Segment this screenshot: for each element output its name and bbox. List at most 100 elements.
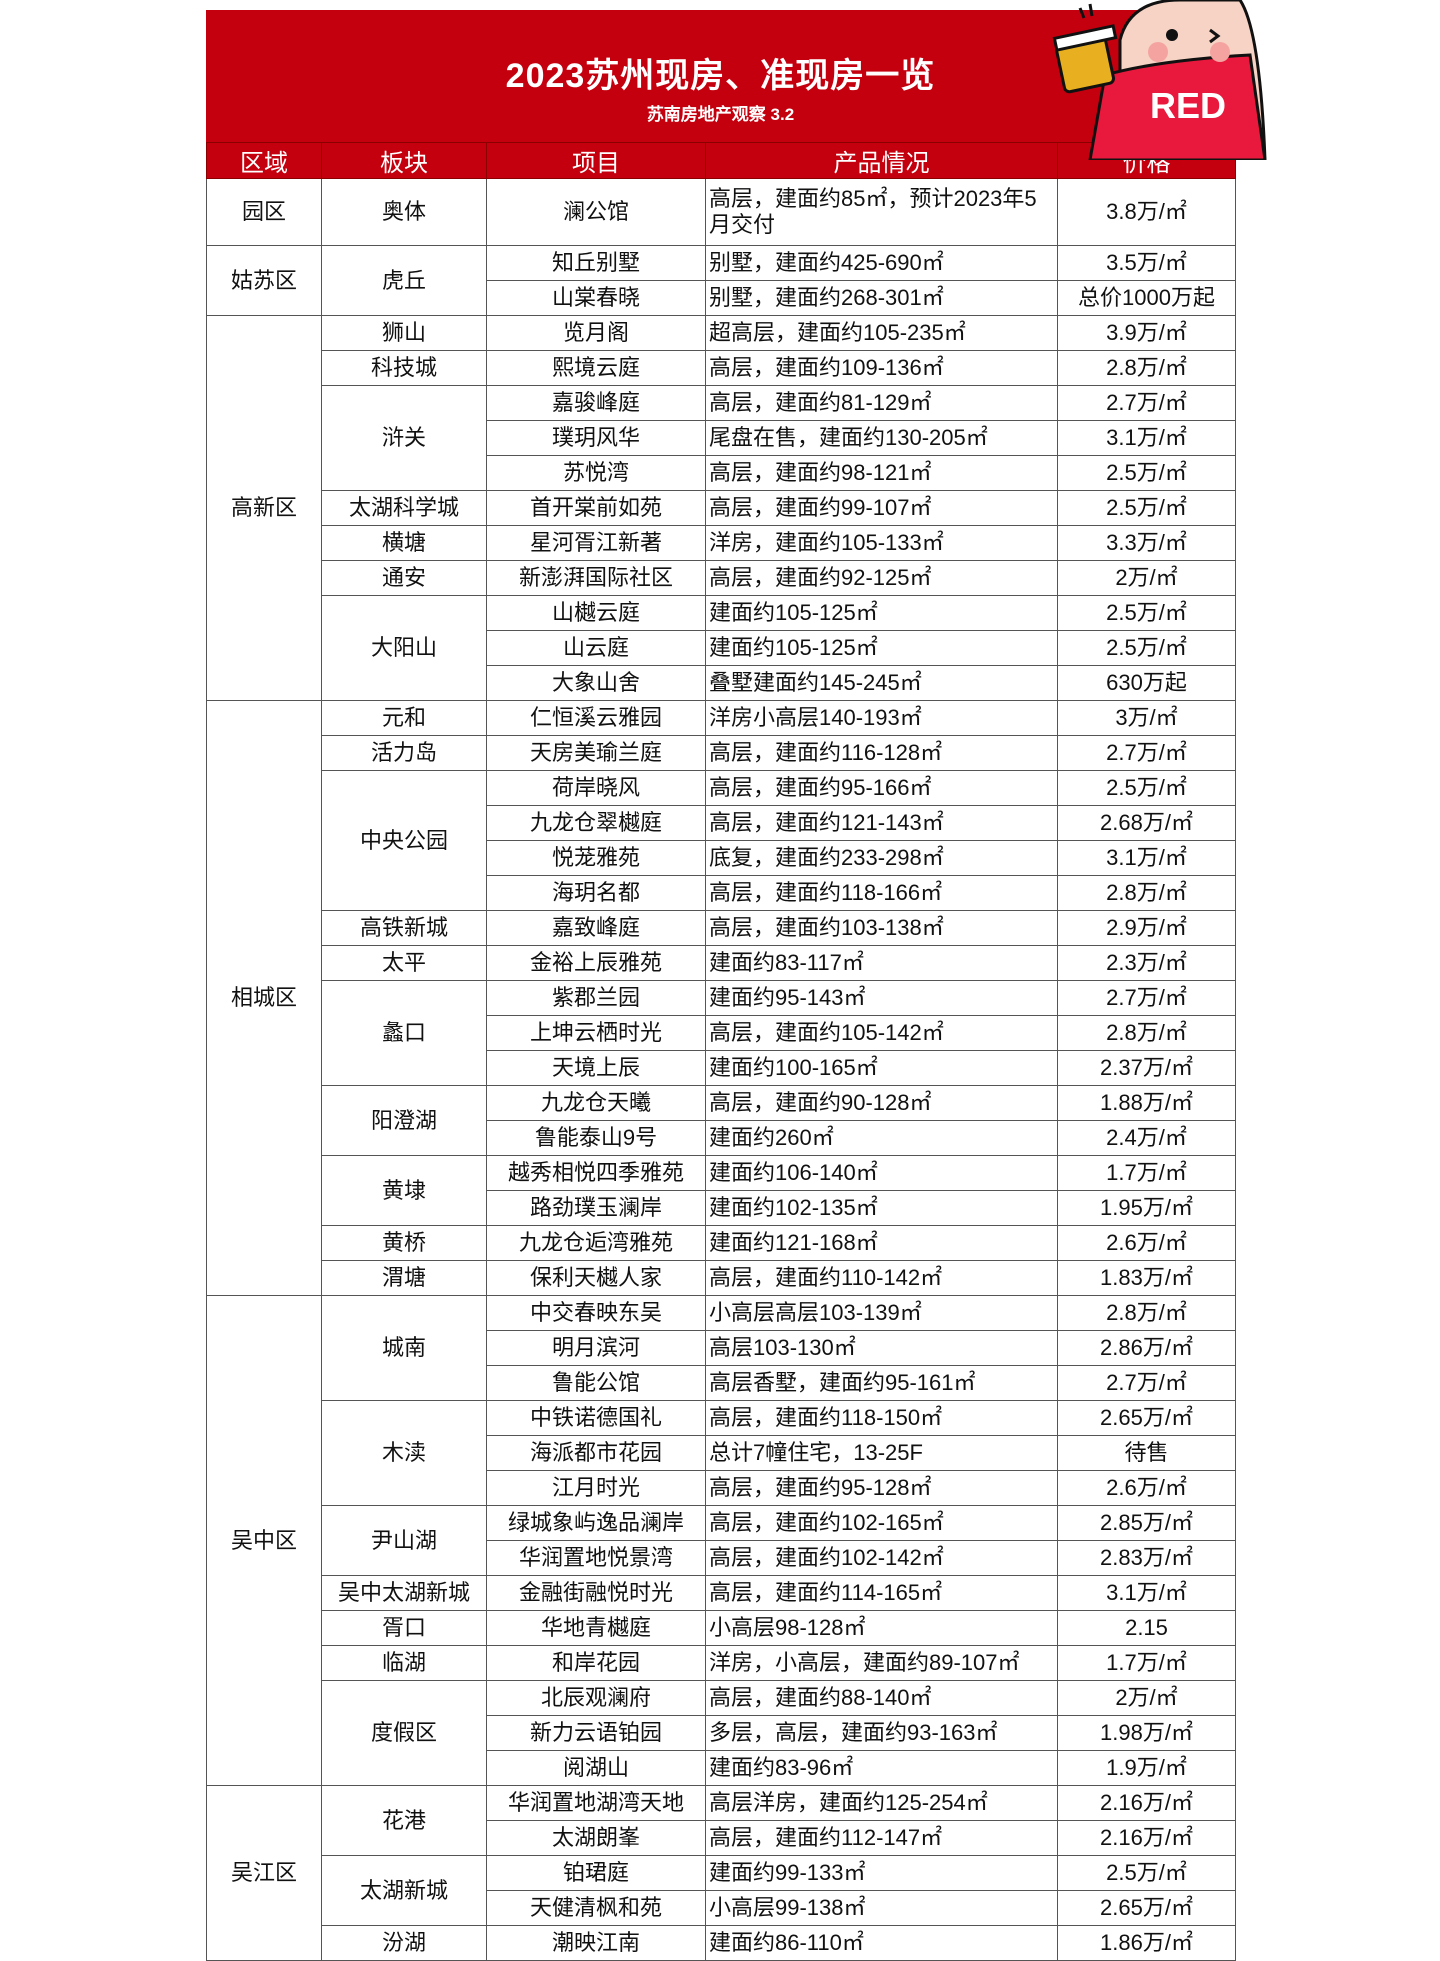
housing-table: 区域 板块 项目 产品情况 价格 园区 奥体 澜公馆 高层，建面约85㎡，预计2023年5月交… <box>206 142 1236 1961</box>
price-cell: 1.9万/㎡ <box>1057 1750 1236 1786</box>
product-cell: 洋房，建面约105-133㎡ <box>705 525 1058 561</box>
price-cell: 2.5万/㎡ <box>1057 630 1236 666</box>
product-cell: 高层，建面约103-138㎡ <box>705 910 1058 946</box>
price-cell: 1.88万/㎡ <box>1057 1085 1236 1121</box>
product-cell: 高层，建面约102-142㎡ <box>705 1540 1058 1576</box>
table-header-row: 区域 板块 项目 产品情况 价格 <box>206 142 1236 179</box>
product-cell: 高层，建面约112-147㎡ <box>705 1820 1058 1856</box>
project-cell: 新力云语铂园 <box>486 1715 706 1751</box>
project-cell: 华润置地悦景湾 <box>486 1540 706 1576</box>
price-cell: 2.65万/㎡ <box>1057 1400 1236 1436</box>
column-header: 区域 <box>206 142 322 179</box>
block-cell: 大阳山 <box>321 595 487 701</box>
project-cell: 鲁能泰山9号 <box>486 1120 706 1156</box>
price-cell: 3.8万/㎡ <box>1057 178 1236 246</box>
block-cell: 渭塘 <box>321 1260 487 1296</box>
table-row: 明月滨河 高层103-130㎡ 2.86万/㎡ <box>207 1330 1236 1366</box>
table-row: 新力云语铂园 多层，高层，建面约93-163㎡ 1.98万/㎡ <box>207 1715 1236 1751</box>
product-cell: 建面约83-117㎡ <box>705 945 1058 981</box>
project-cell: 潮映江南 <box>486 1925 706 1961</box>
table-row: 苏悦湾 高层，建面约98-121㎡ 2.5万/㎡ <box>207 455 1236 491</box>
project-cell: 熙境云庭 <box>486 350 706 386</box>
product-cell: 高层，建面约95-166㎡ <box>705 770 1058 806</box>
product-cell: 别墅，建面约425-690㎡ <box>705 245 1058 281</box>
price-cell: 2.16万/㎡ <box>1057 1820 1236 1856</box>
block-cell: 太湖新城 <box>321 1855 487 1926</box>
price-cell: 2.6万/㎡ <box>1057 1470 1236 1506</box>
product-cell: 高层香墅，建面约95-161㎡ <box>705 1365 1058 1401</box>
price-cell: 2.5万/㎡ <box>1057 1855 1236 1891</box>
product-cell: 高层，建面约121-143㎡ <box>705 805 1058 841</box>
project-cell: 苏悦湾 <box>486 455 706 491</box>
product-cell: 尾盘在售，建面约130-205㎡ <box>705 420 1058 456</box>
project-cell: 金裕上辰雅苑 <box>486 945 706 981</box>
product-cell: 高层，建面约114-165㎡ <box>705 1575 1058 1611</box>
price-cell: 1.95万/㎡ <box>1057 1190 1236 1226</box>
table-row: 木渎 中铁诺德国礼 高层，建面约118-150㎡ 2.65万/㎡ <box>207 1400 1236 1506</box>
table-row: 吴中太湖新城 金融街融悦时光 高层，建面约114-165㎡ 3.1万/㎡ <box>207 1575 1236 1611</box>
table-row: 临湖 和岸花园 洋房，小高层，建面约89-107㎡ 1.7万/㎡ <box>207 1645 1236 1681</box>
product-cell: 别墅，建面约268-301㎡ <box>705 280 1058 316</box>
product-cell: 超高层，建面约105-235㎡ <box>705 315 1058 351</box>
price-cell: 630万起 <box>1057 665 1236 701</box>
product-cell: 高层洋房，建面约125-254㎡ <box>705 1785 1058 1821</box>
table-row: 海派都市花园 总计7幢住宅，13-25F 待售 <box>207 1435 1236 1471</box>
price-cell: 3.1万/㎡ <box>1057 1575 1236 1611</box>
block-cell: 活力岛 <box>321 735 487 771</box>
block-cell: 黄埭 <box>321 1155 487 1226</box>
district-cell: 吴江区 <box>206 1785 322 1961</box>
table-row: 通安 新澎湃国际社区 高层，建面约92-125㎡ 2万/㎡ <box>207 560 1236 596</box>
product-cell: 建面约83-96㎡ <box>705 1750 1058 1786</box>
block-cell: 汾湖 <box>321 1925 487 1961</box>
product-cell: 高层，建面约116-128㎡ <box>705 735 1058 771</box>
product-cell: 建面约121-168㎡ <box>705 1225 1058 1261</box>
project-cell: 九龙仓逅湾雅苑 <box>486 1225 706 1261</box>
table-row: 黄桥 九龙仓逅湾雅苑 建面约121-168㎡ 2.6万/㎡ <box>207 1225 1236 1261</box>
project-cell: 九龙仓翠樾庭 <box>486 805 706 841</box>
price-cell: 2.9万/㎡ <box>1057 910 1236 946</box>
price-cell: 总价1000万起 <box>1057 280 1236 316</box>
district-cell: 姑苏区 <box>206 245 322 316</box>
table-row: 吴中区 城南 中交春映东吴 小高层高层103-139㎡ 2.8万/㎡ <box>206 1295 1236 1786</box>
project-cell: 华润置地湖湾天地 <box>486 1785 706 1821</box>
project-cell: 越秀相悦四季雅苑 <box>486 1155 706 1191</box>
project-cell: 山云庭 <box>486 630 706 666</box>
table-row: 度假区 北辰观澜府 高层，建面约88-140㎡ 2万/㎡ <box>207 1680 1236 1786</box>
price-cell: 2.7万/㎡ <box>1057 980 1236 1016</box>
mascot-logo-text: RED <box>1150 85 1226 126</box>
project-cell: 海玥名都 <box>486 875 706 911</box>
project-cell: 和岸花园 <box>486 1645 706 1681</box>
product-cell: 高层，建面约81-129㎡ <box>705 385 1058 421</box>
block-cell: 高铁新城 <box>321 910 487 946</box>
price-cell: 2.65万/㎡ <box>1057 1890 1236 1926</box>
column-header: 项目 <box>486 142 706 179</box>
table-row: 汾湖 潮映江南 建面约86-110㎡ 1.86万/㎡ <box>207 1925 1236 1961</box>
project-cell: 太湖朗峯 <box>486 1820 706 1856</box>
block-cell: 黄桥 <box>321 1225 487 1261</box>
price-cell: 3.9万/㎡ <box>1057 315 1236 351</box>
product-cell: 高层，建面约109-136㎡ <box>705 350 1058 386</box>
product-cell: 小高层高层103-139㎡ <box>705 1295 1058 1331</box>
price-cell: 2万/㎡ <box>1057 560 1236 596</box>
district-cell: 高新区 <box>206 315 322 701</box>
product-cell: 建面约95-143㎡ <box>705 980 1058 1016</box>
block-cell: 元和 <box>321 700 487 736</box>
project-cell: 鲁能公馆 <box>486 1365 706 1401</box>
price-cell: 2.8万/㎡ <box>1057 1015 1236 1051</box>
price-cell: 2.5万/㎡ <box>1057 455 1236 491</box>
price-cell: 2.8万/㎡ <box>1057 1295 1236 1331</box>
project-cell: 天健清枫和苑 <box>486 1890 706 1926</box>
price-cell: 2.5万/㎡ <box>1057 595 1236 631</box>
project-cell: 中交春映东吴 <box>486 1295 706 1331</box>
price-cell: 2.7万/㎡ <box>1057 385 1236 421</box>
block-cell: 浒关 <box>321 385 487 491</box>
table-row: 科技城 熙境云庭 高层，建面约109-136㎡ 2.8万/㎡ <box>207 350 1236 386</box>
product-cell: 叠墅建面约145-245㎡ <box>705 665 1058 701</box>
product-cell: 高层，建面约95-128㎡ <box>705 1470 1058 1506</box>
table-row: 太湖朗峯 高层，建面约112-147㎡ 2.16万/㎡ <box>207 1820 1236 1856</box>
project-cell: 明月滨河 <box>486 1330 706 1366</box>
product-cell: 高层，建面约90-128㎡ <box>705 1085 1058 1121</box>
table-row: 阅湖山 建面约83-96㎡ 1.9万/㎡ <box>207 1750 1236 1786</box>
block-cell: 狮山 <box>321 315 487 351</box>
block-cell: 太湖科学城 <box>321 490 487 526</box>
